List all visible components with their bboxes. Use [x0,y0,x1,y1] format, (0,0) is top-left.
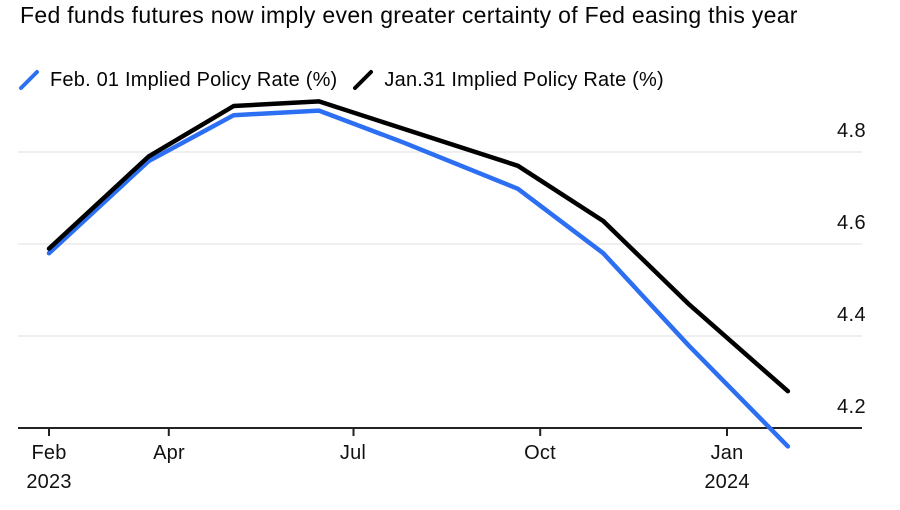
series-line-jan31 [46,99,791,394]
x-tick-label: Feb [31,442,67,464]
chart-title: Fed funds futures now imply even greater… [20,2,798,28]
legend-label-jan31: Jan.31 Implied Policy Rate (%) [384,68,664,91]
x-tick-label: Jul [339,442,367,464]
x-tick-label: Jan [710,442,744,464]
x-tick-sublabel: 2024 [704,471,750,493]
y-tick-label: 4.8 [836,120,866,142]
y-tick-label: 4.2 [836,396,866,418]
y-tick-label: 4.6 [836,212,866,234]
legend-item-feb01: Feb. 01 Implied Policy Rate (%) [18,68,337,92]
slash-icon [353,70,374,90]
x-tick-sublabel: 2023 [26,471,72,493]
x-tick-label: Apr [153,442,185,464]
legend-label-feb01: Feb. 01 Implied Policy Rate (%) [50,68,338,91]
y-tick-label: 4.4 [836,304,866,326]
x-tick-label: Oct [524,442,556,464]
legend: Feb. 01 Implied Policy Rate (%) Jan.31 I… [18,68,664,92]
legend-item-jan31: Jan.31 Implied Policy Rate (%) [352,68,664,92]
series-line-feb01 [46,108,791,449]
slash-icon [19,70,39,90]
